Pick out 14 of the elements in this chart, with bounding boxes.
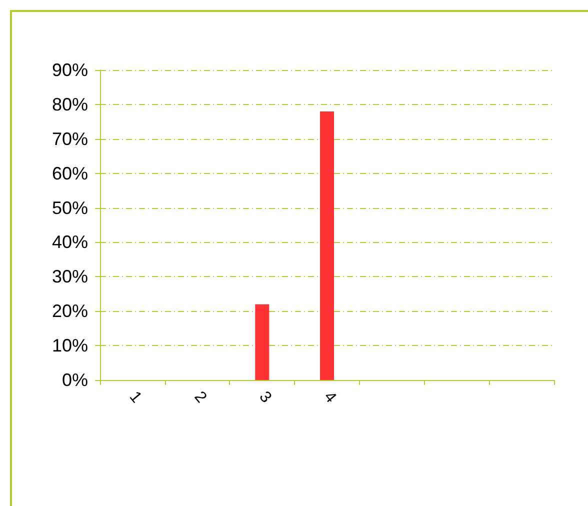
y-tick-label: 10% bbox=[52, 336, 88, 356]
y-tick-label: 80% bbox=[52, 94, 88, 114]
y-tick-label: 60% bbox=[52, 163, 88, 184]
y-tick-label: 30% bbox=[52, 266, 88, 287]
y-tick-label: 90% bbox=[52, 60, 88, 80]
y-tick-label: 50% bbox=[52, 198, 88, 218]
x-tick-label: 2 bbox=[190, 388, 210, 406]
y-tick-label: 0% bbox=[62, 370, 88, 390]
y-tick-label: 40% bbox=[52, 232, 88, 252]
x-tick-label: 4 bbox=[320, 388, 340, 406]
x-tick-label: 1 bbox=[126, 388, 145, 406]
y-tick-label: 20% bbox=[52, 301, 88, 322]
x-tick-label: 3 bbox=[256, 388, 274, 406]
y-tick-label: 70% bbox=[52, 128, 88, 149]
